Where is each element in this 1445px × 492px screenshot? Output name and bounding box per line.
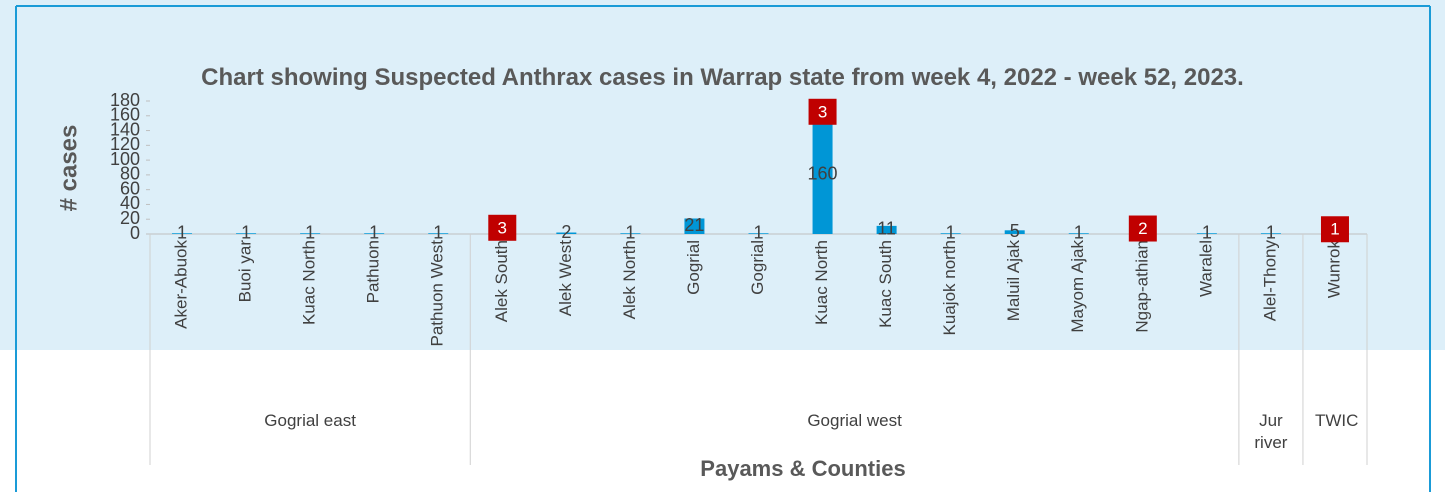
x-tick-label: Gogrial <box>684 240 703 295</box>
county-box: Gogrial east <box>264 411 356 430</box>
county-box: Gogrial west <box>807 411 902 430</box>
county-box: Jur river <box>1254 411 1288 452</box>
bar <box>172 233 193 234</box>
x-tick-label: Kuac North <box>812 240 831 325</box>
county-label: TWIC <box>1314 411 1359 430</box>
bar <box>428 233 449 234</box>
highlight-label: 3 <box>498 218 507 237</box>
highlight-label-box <box>1128 215 1157 242</box>
data-label: 2 <box>561 222 571 242</box>
x-tick-label: Buoi yar <box>236 240 255 303</box>
highlight-label-box <box>1320 216 1349 243</box>
y-tick-label: 40 <box>120 193 140 213</box>
data-label: 1 <box>1266 222 1276 242</box>
y-tick-label: 80 <box>120 164 140 184</box>
title-box: Chart showing Suspected Anthrax cases in… <box>201 64 1244 91</box>
highlight-label: 1 <box>1330 220 1339 239</box>
x-tick-label: Kuajok north <box>940 240 959 335</box>
data-label: 1 <box>241 222 251 242</box>
data-label: 21 <box>684 215 704 235</box>
data-label: 1 <box>177 222 187 242</box>
bar <box>1004 230 1025 234</box>
highlight-label: 2 <box>1138 219 1147 238</box>
bar <box>684 218 705 234</box>
data-label: 1 <box>753 222 763 242</box>
bar <box>876 225 897 234</box>
data-label: 5 <box>1010 221 1020 241</box>
background-band <box>0 0 1445 350</box>
x-tick-label: Mayom Ajak <box>1068 240 1087 333</box>
county-label: Jur river <box>1254 411 1288 452</box>
x-tick-label: Ngap-athian <box>1132 240 1151 333</box>
bar <box>300 233 321 234</box>
bar <box>940 233 961 234</box>
y-tick-label: 20 <box>120 208 140 228</box>
x-tick-label: Alek West <box>556 240 575 316</box>
county-label: Gogrial east <box>264 411 356 430</box>
x-tick-label: Pathuon West <box>428 240 447 347</box>
data-label: 1 <box>946 222 956 242</box>
x-axis-title: Payams & Counties <box>700 456 905 481</box>
data-label: 1 <box>433 222 443 242</box>
chart-title: Chart showing Suspected Anthrax cases in… <box>201 64 1244 91</box>
bar <box>1260 233 1281 234</box>
x-tick-label: Wunrok <box>1324 240 1343 299</box>
x-tick-label: Gogrial <box>748 240 767 295</box>
x-tick-label: Alel-Thony <box>1260 240 1279 322</box>
data-label: 1 <box>625 222 635 242</box>
highlight-label-box <box>488 214 517 241</box>
data-label: 1 <box>1074 222 1084 242</box>
x-tick-label: Kuac North <box>300 240 319 325</box>
data-label: 1 <box>1202 222 1212 242</box>
y-tick-label: 100 <box>110 149 140 169</box>
x-tick-label: Pathuon <box>364 240 383 303</box>
x-tick-label: Alek South <box>492 240 511 322</box>
x-tick-label: Kuac South <box>876 240 895 328</box>
y-tick-label: 160 <box>110 105 140 125</box>
highlight-label-box <box>808 98 837 125</box>
bar <box>620 233 641 234</box>
bar <box>364 233 385 234</box>
y-tick-label: 140 <box>110 119 140 139</box>
x-tick-label: Alek North <box>620 240 639 319</box>
y-tick-label: 60 <box>120 178 140 198</box>
x-tick-label: Waralel <box>1196 240 1215 297</box>
y-tick-label: 120 <box>110 134 140 154</box>
bar <box>1196 233 1217 234</box>
x-tick-label: Maluil Ajak <box>1004 240 1023 322</box>
highlight-label: 3 <box>818 102 827 121</box>
y-tick-label: 180 <box>110 90 140 110</box>
bar <box>236 233 257 234</box>
y-axis-title: # cases <box>55 125 82 212</box>
y-tick-label: 0 <box>130 223 140 243</box>
county-label: Gogrial west <box>807 411 902 430</box>
bar <box>1068 233 1089 234</box>
bar <box>556 232 577 234</box>
bar <box>748 233 769 234</box>
bar <box>812 115 833 234</box>
data-label: 160 <box>808 164 838 184</box>
data-label: 1 <box>305 222 315 242</box>
x-tick-label: Aker-Abuok <box>172 240 191 329</box>
data-label: 11 <box>877 219 896 239</box>
county-box: TWIC <box>1314 411 1359 430</box>
data-label: 1 <box>369 222 379 242</box>
